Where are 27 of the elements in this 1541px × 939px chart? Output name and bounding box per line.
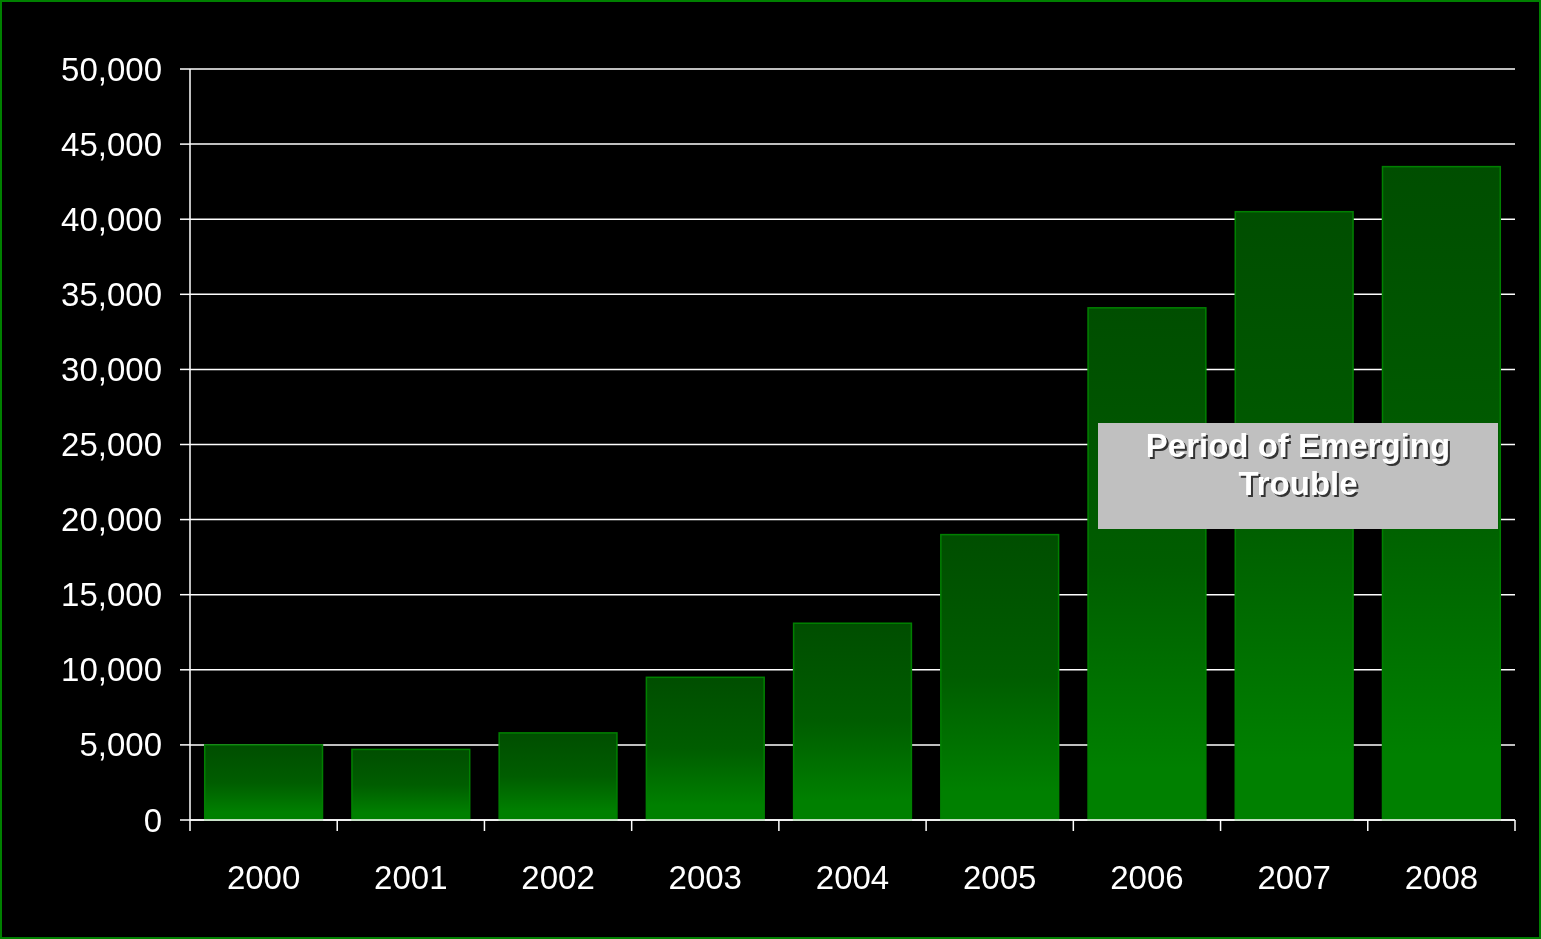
- y-tick-label: 10,000: [61, 651, 162, 689]
- y-tick-label: 35,000: [61, 275, 162, 313]
- bar: [792, 622, 913, 821]
- x-tick-label: 2001: [374, 858, 448, 896]
- bar: [645, 676, 765, 821]
- bar: [351, 748, 471, 821]
- y-tick-label: 45,000: [61, 125, 162, 163]
- x-tick-label: 2003: [668, 858, 742, 896]
- x-tick-label: 2004: [815, 858, 890, 896]
- x-tick-label: 2006: [1110, 858, 1184, 896]
- y-tick-label: 0: [143, 801, 162, 839]
- x-tick-label: 2005: [963, 858, 1037, 896]
- bar: [498, 732, 618, 821]
- y-tick-label: 20,000: [61, 501, 162, 539]
- annotation: Period of Emerging Trouble: [1145, 427, 1451, 502]
- x-tick-label: 2000: [226, 858, 301, 896]
- bar: [940, 533, 1060, 821]
- y-tick-label: 30,000: [61, 350, 162, 388]
- x-tick-label: 2008: [1404, 858, 1479, 896]
- y-tick-label: 50,000: [61, 50, 162, 88]
- x-tick-label: 2002: [521, 858, 595, 896]
- y-tick-label: 40,000: [61, 200, 162, 238]
- x-tick-label: 2007: [1257, 858, 1331, 896]
- bar: [203, 744, 324, 821]
- y-tick-label: 5,000: [79, 726, 162, 764]
- y-tick-label: 25,000: [61, 426, 162, 464]
- y-tick-label: 15,000: [61, 576, 162, 614]
